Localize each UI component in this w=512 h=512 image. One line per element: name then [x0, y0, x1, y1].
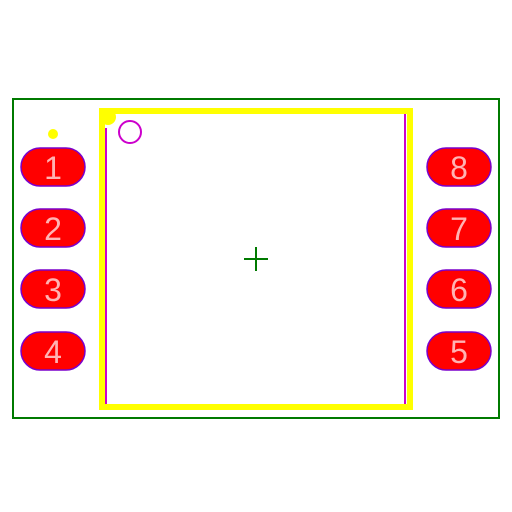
pad-label: 8: [450, 150, 468, 186]
pad-left-2[interactable]: 2: [20, 208, 86, 248]
pad-label: 6: [450, 272, 468, 308]
courtyard-outline: [12, 98, 500, 419]
pin1-indicator-dot: [48, 129, 58, 139]
pad-label: 7: [450, 211, 468, 247]
pad-label: 2: [44, 211, 62, 247]
pad-right-8[interactable]: 8: [426, 147, 492, 187]
silkscreen-outline: [99, 108, 413, 410]
pad-label: 4: [44, 334, 62, 370]
pad-label: 3: [44, 272, 62, 308]
origin-crosshair-icon: [244, 247, 268, 271]
pad-label: 1: [44, 150, 62, 186]
fab-pin1-circle: [118, 120, 142, 144]
pad-left-3[interactable]: 3: [20, 269, 86, 309]
silkscreen-pin1-corner-dot: [100, 109, 116, 125]
pad-right-6[interactable]: 6: [426, 269, 492, 309]
pad-left-4[interactable]: 4: [20, 331, 86, 371]
pad-label: 5: [450, 334, 468, 370]
pad-right-5[interactable]: 5: [426, 331, 492, 371]
pad-right-7[interactable]: 7: [426, 208, 492, 248]
pad-left-1[interactable]: 1: [20, 147, 86, 187]
